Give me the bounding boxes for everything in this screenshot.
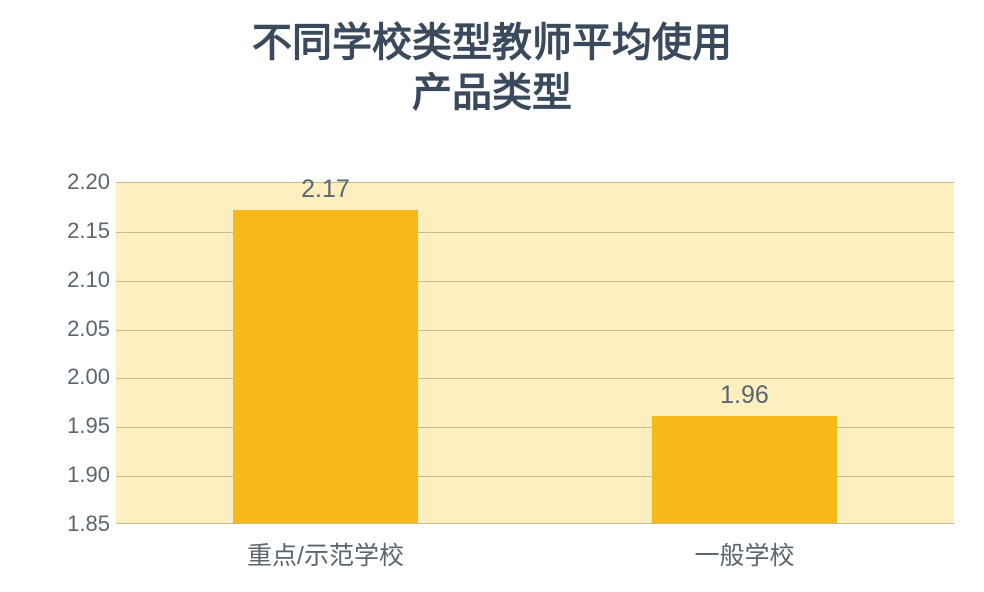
bar-value-label: 2.17 (233, 175, 417, 204)
y-tick-label: 2.15 (42, 218, 110, 244)
y-tick-label: 1.95 (42, 413, 110, 439)
y-tick-label: 2.20 (42, 169, 110, 195)
bar: 2.17 (233, 210, 417, 523)
y-tick-label: 2.10 (42, 267, 110, 293)
y-tick-label: 1.90 (42, 462, 110, 488)
bar: 1.96 (652, 416, 836, 523)
y-tick-label: 2.00 (42, 364, 110, 390)
plot-area: 2.17 1.96 (116, 182, 954, 524)
bar-value-label: 1.96 (652, 381, 836, 410)
chart-title-line1: 不同学校类型教师平均使用 (0, 18, 984, 68)
chart-title: 不同学校类型教师平均使用 产品类型 (0, 0, 984, 118)
y-tick-label: 1.85 (42, 511, 110, 537)
x-tick-label: 一般学校 (535, 536, 954, 572)
x-tick-label: 重点/示范学校 (116, 536, 535, 572)
chart-container: 1.85 1.90 1.95 2.00 2.05 2.10 2.15 2.20 2.17 1.9… (42, 162, 954, 570)
chart-title-line2: 产品类型 (0, 68, 984, 118)
y-tick-label: 2.05 (42, 316, 110, 342)
